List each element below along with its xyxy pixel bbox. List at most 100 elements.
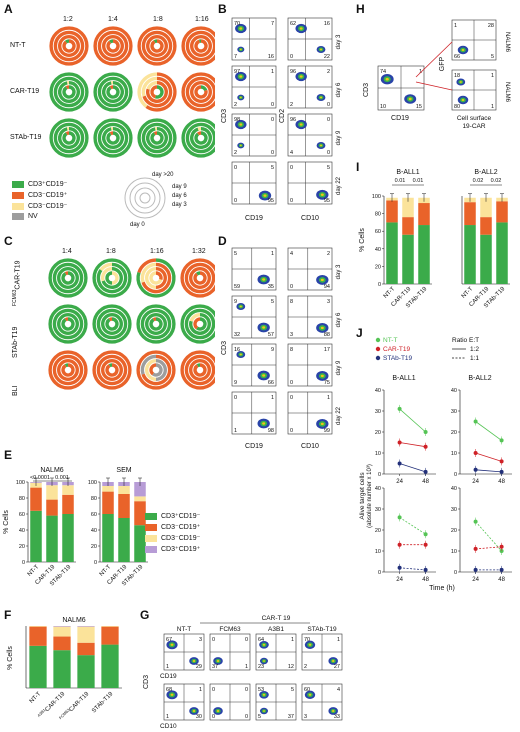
y-tick-label: 40 — [91, 528, 97, 534]
flow-plot: 67 3 1 29 — [163, 633, 205, 671]
axis-label: CD19 — [245, 215, 263, 222]
y-tick-label: 20 — [375, 528, 381, 534]
flow-plot: 8 3 3 88 — [287, 295, 333, 339]
axis-label: CD2 — [279, 109, 286, 123]
donut-segment — [62, 39, 76, 53]
donut-segment — [65, 85, 70, 90]
cell-density — [239, 305, 242, 308]
bar-segment — [102, 491, 114, 514]
cell-density — [192, 710, 196, 712]
donut-segment — [64, 363, 69, 368]
x-tick-label: 24 — [396, 577, 403, 583]
y-tick-label: 80 — [19, 496, 25, 502]
legend-label: 1:2 — [470, 346, 479, 353]
donut-segment — [108, 317, 113, 322]
donut-ring — [97, 122, 129, 154]
donut-ring — [100, 358, 123, 381]
days-legend-label: day 9 — [172, 184, 187, 190]
donut-ring — [92, 304, 132, 344]
y-tick-label: 0 — [454, 472, 457, 478]
donut-segment — [102, 127, 124, 149]
donut-center — [65, 275, 71, 281]
donut-ring — [185, 30, 215, 62]
line-chart: 0 10 20 30 40 24 48 — [451, 388, 512, 485]
data-point — [423, 430, 428, 434]
donut-segment — [64, 317, 69, 322]
panel-label-j: J — [356, 326, 363, 340]
data-point — [499, 549, 504, 553]
donut-segment — [152, 363, 163, 377]
series-line — [399, 517, 426, 535]
quadrant-value: 0 — [327, 102, 330, 108]
panel-label-e: E — [4, 448, 13, 462]
donut-center — [109, 321, 115, 327]
axis-label: % Cells — [359, 228, 366, 252]
donut-ring — [97, 30, 129, 62]
donut-segment — [106, 39, 120, 53]
quadrant-value: 0 — [271, 102, 274, 108]
x-tick-label: 48 — [422, 577, 429, 583]
series-line — [399, 463, 426, 473]
panel-label-b: B — [218, 2, 227, 16]
cell-density — [262, 326, 266, 329]
quadrant-value: 7 — [234, 54, 237, 60]
row-label: CAR-T19 — [10, 88, 40, 95]
donut — [92, 304, 132, 344]
quadrant-value: 18 — [454, 73, 460, 79]
donut-segment — [140, 262, 157, 283]
days-legend-label: day >20 — [152, 172, 174, 178]
donut-ring — [188, 358, 211, 381]
donut-ring — [180, 350, 215, 390]
day-label: day 22 — [336, 406, 342, 425]
quadrant-value: 22 — [324, 54, 330, 60]
flow-plot: 98 0 2 0 — [231, 113, 277, 157]
data-point — [423, 444, 428, 449]
data-point — [423, 567, 428, 572]
panel-c: 1:4 1:8 1:16 1:32 FCM63CAR-T19 STAb-T19 … — [0, 232, 215, 396]
quadrant-value: 5 — [291, 687, 294, 693]
quadrant-value: 1 — [234, 428, 237, 434]
donut-center — [197, 321, 203, 327]
donut-segment — [146, 127, 168, 149]
quadrant-value: 75 — [324, 380, 330, 386]
bar-segment — [102, 514, 114, 562]
panel-i-stacked-bars: 0 20 40 60 80 100 B-ALL1 B-ALL2 % Cells 0.01 0.01 0… — [359, 169, 510, 309]
data-point — [397, 515, 402, 520]
quadrant-value: 2 — [304, 664, 307, 670]
x-tick-label: NT-T — [29, 691, 43, 705]
quadrant-value: 1 — [271, 69, 274, 75]
donut-ring — [92, 350, 132, 390]
flow-plot: 8 17 0 75 — [287, 343, 333, 387]
bar-segment — [464, 202, 476, 226]
panel-label-d: D — [218, 234, 227, 248]
flow-plot: 60 43 33 — [301, 683, 343, 721]
donut-ring — [52, 262, 84, 294]
quadrant-value: 99 — [324, 428, 330, 434]
gate-arrow — [415, 81, 453, 91]
donut-grid-a — [49, 26, 215, 158]
bar-segment — [77, 626, 95, 627]
quadrant-value: 1 — [454, 23, 457, 29]
y-tick-label: 20 — [91, 544, 97, 550]
donut-center — [197, 275, 203, 281]
donut-center — [65, 321, 71, 327]
quadrant-value: 8 — [290, 347, 293, 353]
x-tick-label: NT-T — [383, 286, 397, 300]
donut — [137, 72, 177, 112]
legend-item: CD3⁻CD19⁺ — [145, 523, 200, 531]
cell-density — [319, 144, 323, 147]
bar-segment — [118, 486, 130, 494]
flow-plot: 0 5 0 95 — [231, 161, 277, 205]
quadrant-value: 0 — [271, 117, 274, 123]
cell-density — [192, 660, 196, 662]
data-point — [499, 469, 504, 474]
donut-segment — [155, 271, 163, 281]
quadrant-value: 98 — [234, 117, 240, 123]
flow-plot: 1 28 66 5 — [451, 19, 497, 61]
bar-segment — [402, 197, 414, 218]
y-tick-label: 10 — [375, 451, 381, 457]
donut — [136, 350, 176, 390]
donut-ring — [97, 76, 129, 108]
